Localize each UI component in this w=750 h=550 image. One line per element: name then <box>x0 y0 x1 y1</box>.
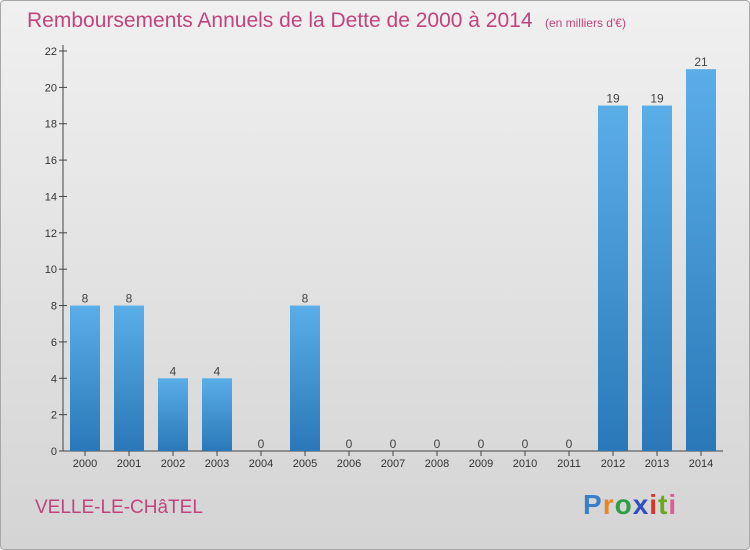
x-tick-label: 2010 <box>513 458 537 470</box>
x-tick-label: 2003 <box>205 458 229 470</box>
bar <box>290 305 320 451</box>
logo-letter: t <box>658 489 669 520</box>
title-row: Remboursements Annuels de la Dette de 20… <box>27 9 626 33</box>
data-label: 4 <box>170 364 177 378</box>
logo-letter: i <box>668 489 678 520</box>
y-tick-label: 10 <box>45 264 57 276</box>
data-label: 0 <box>522 437 529 451</box>
bar <box>70 305 100 451</box>
data-label: 19 <box>606 92 620 106</box>
x-tick-label: 2014 <box>689 458 713 470</box>
logo-letter: r <box>602 489 615 520</box>
y-tick-label: 0 <box>51 446 57 458</box>
data-label: 0 <box>566 437 573 451</box>
bar <box>642 105 672 451</box>
bar <box>598 105 628 451</box>
bar <box>686 69 716 451</box>
x-tick-label: 2007 <box>381 458 405 470</box>
x-tick-label: 2011 <box>557 458 581 470</box>
x-tick-label: 2001 <box>117 458 141 470</box>
unit-note: (en milliers d'€) <box>544 16 626 30</box>
chart-title: Remboursements Annuels de la Dette de 20… <box>27 9 533 32</box>
data-label: 0 <box>390 437 397 451</box>
y-tick-label: 2 <box>51 410 57 422</box>
data-label: 0 <box>346 437 353 451</box>
data-label: 0 <box>478 437 485 451</box>
x-tick-label: 2005 <box>293 458 317 470</box>
y-tick-label: 16 <box>45 155 57 167</box>
data-label: 0 <box>434 437 441 451</box>
x-tick-label: 2013 <box>645 458 669 470</box>
y-tick-label: 14 <box>45 191 57 203</box>
commune-name: VELLE-LE-CHâTEL <box>35 497 203 518</box>
y-tick-label: 18 <box>45 119 57 131</box>
logo-letter: P <box>583 489 603 520</box>
data-label: 8 <box>302 292 309 306</box>
x-tick-label: 2002 <box>161 458 185 470</box>
y-tick-label: 8 <box>51 301 57 313</box>
y-tick-label: 4 <box>51 373 57 385</box>
y-tick-label: 22 <box>45 46 57 58</box>
data-label: 4 <box>214 364 221 378</box>
bar <box>114 305 144 451</box>
x-tick-label: 2012 <box>601 458 625 470</box>
proxiti-logo: Proxiti <box>583 489 677 521</box>
bar <box>202 378 232 451</box>
x-tick-label: 2006 <box>337 458 361 470</box>
y-tick-label: 20 <box>45 82 57 94</box>
x-tick-label: 2008 <box>425 458 449 470</box>
x-tick-label: 2000 <box>73 458 97 470</box>
logo-letter: o <box>614 489 633 520</box>
data-label: 0 <box>258 437 265 451</box>
data-label: 19 <box>650 92 664 106</box>
data-label: 8 <box>126 292 133 306</box>
y-tick-label: 12 <box>45 228 57 240</box>
bar <box>158 378 188 451</box>
data-label: 21 <box>694 55 708 69</box>
x-tick-label: 2004 <box>249 458 273 470</box>
data-label: 8 <box>82 292 89 306</box>
logo-letter: i <box>649 489 659 520</box>
y-tick-label: 6 <box>51 337 57 349</box>
logo-letter: x <box>632 489 650 520</box>
x-tick-label: 2009 <box>469 458 493 470</box>
